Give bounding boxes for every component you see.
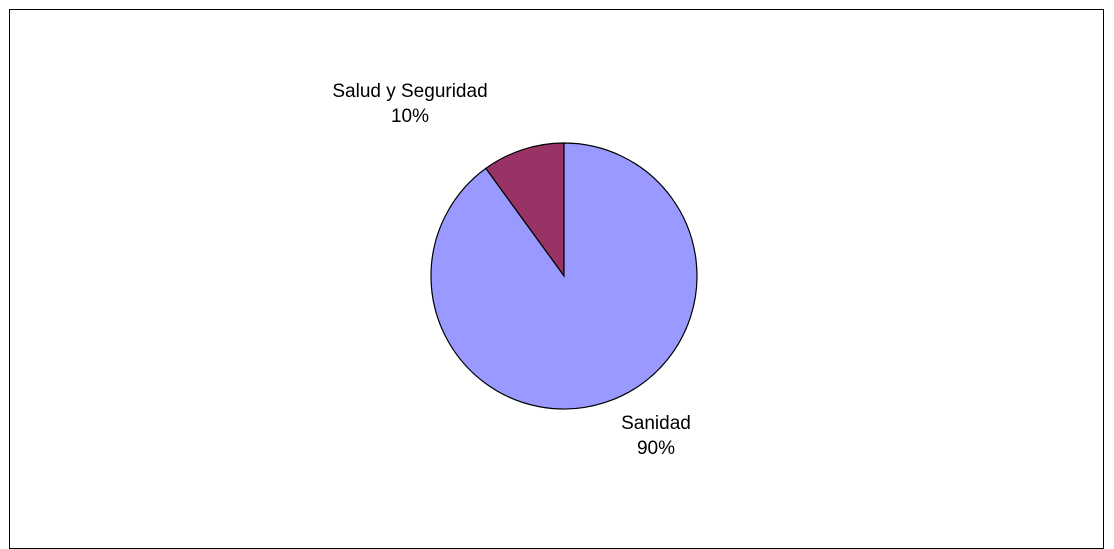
slice-percent-label: 90%	[636, 438, 676, 459]
slice-percent-label: 10%	[390, 106, 430, 127]
slice-label-sanidad: Sanidad 90%	[576, 411, 736, 461]
slice-label-salud-y-seguridad: Salud y Seguridad 10%	[290, 79, 530, 129]
pie-chart	[430, 142, 698, 410]
pie-slice-salud-y-seguridad	[484, 142, 565, 278]
slice-category-label: Salud y Seguridad	[332, 81, 488, 102]
pie-slices	[430, 142, 698, 410]
slice-category-label: Sanidad	[621, 413, 691, 434]
pie-slice-sanidad	[430, 142, 698, 410]
